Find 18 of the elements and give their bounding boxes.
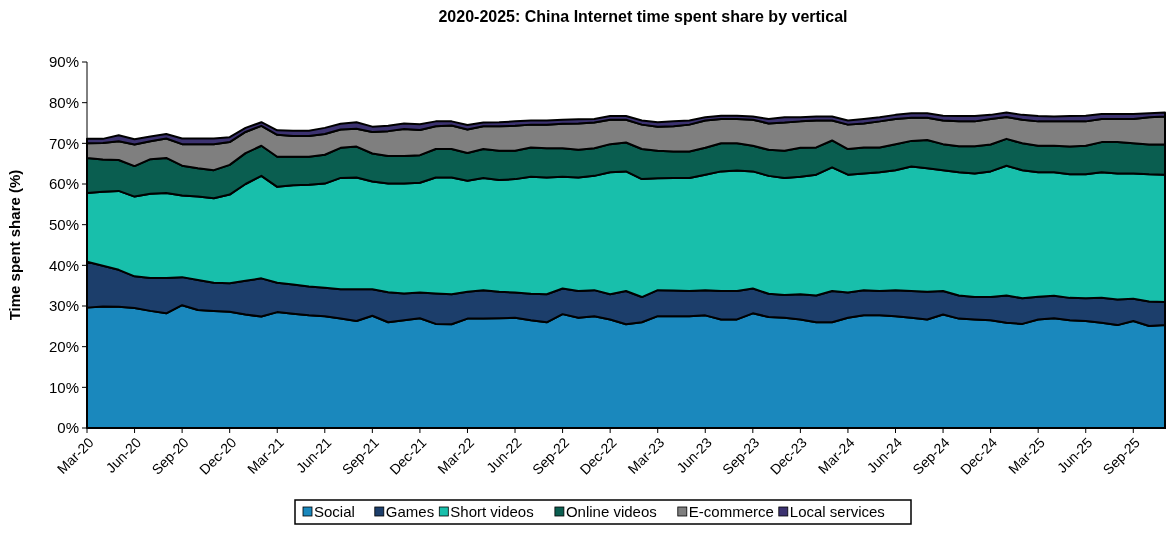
legend-label: Games: [385, 503, 435, 521]
y-tick-label: 0%: [57, 419, 79, 437]
legend-label: Online videos: [565, 503, 657, 521]
y-tick-label: 80%: [48, 93, 79, 111]
y-tick-label: 20%: [48, 337, 79, 355]
y-tick-label: 50%: [48, 215, 79, 233]
legend-label: Social: [314, 503, 355, 521]
y-axis-title: Time spent share (%): [6, 169, 23, 321]
y-tick-label: 30%: [48, 297, 79, 315]
legend-label: Local services: [789, 503, 885, 521]
y-tick-label: 10%: [48, 378, 79, 396]
y-tick-label: 40%: [48, 256, 79, 274]
y-tick-label: 60%: [48, 175, 79, 193]
y-tick-label: 90%: [48, 53, 79, 71]
legend-label: Short videos: [450, 503, 534, 521]
chart-title: 2020-2025: China Internet time spent share by vertical: [438, 8, 848, 25]
legend-label: E-commerce: [688, 503, 774, 521]
y-tick-label: 70%: [48, 134, 79, 152]
